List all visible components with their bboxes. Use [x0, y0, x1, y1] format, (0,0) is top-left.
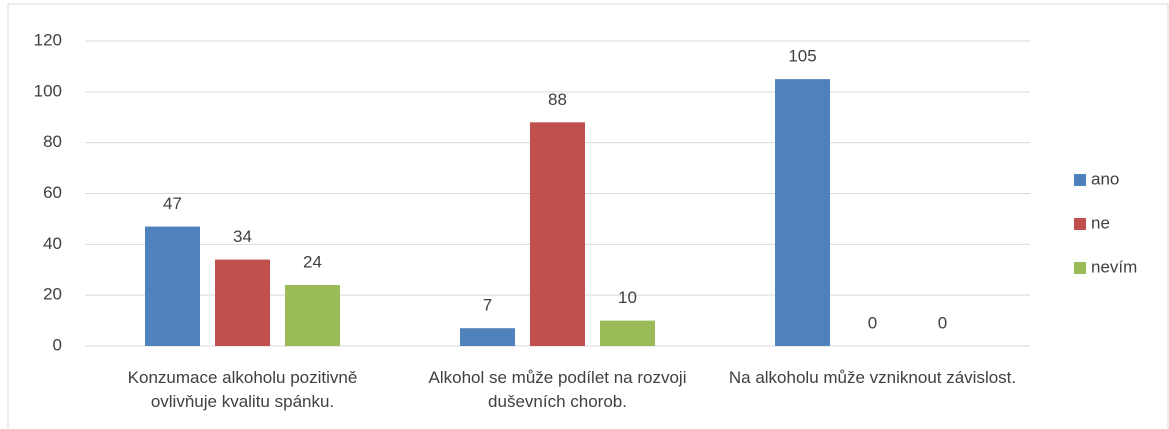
legend-label: nevím — [1091, 257, 1137, 276]
data-label: 0 — [868, 313, 877, 332]
x-tick-label: Konzumace alkoholu pozitivně ovlivňuje k… — [127, 368, 358, 411]
chart-border — [7, 3, 1169, 429]
data-label: 105 — [788, 47, 816, 66]
y-tick-label: 60 — [43, 183, 62, 202]
bar — [460, 328, 515, 346]
bar — [215, 259, 270, 346]
y-tick-label: 120 — [34, 30, 62, 49]
y-tick-label: 20 — [43, 285, 62, 304]
legend-swatch — [1074, 174, 1086, 186]
x-tick-label: Na alkoholu může vzniknout závislost. — [728, 368, 1017, 387]
bar — [600, 320, 655, 346]
bar — [775, 79, 830, 346]
legend-label: ne — [1091, 213, 1110, 232]
bar — [530, 122, 585, 346]
y-tick-label: 100 — [34, 81, 62, 100]
data-label: 0 — [938, 313, 947, 332]
x-tick-label: Alkohol se může podílet na rozvoji dušev… — [428, 368, 687, 411]
bar — [285, 285, 340, 346]
data-label: 88 — [548, 90, 567, 109]
data-label: 24 — [303, 252, 322, 271]
legend-swatch — [1074, 262, 1086, 274]
y-tick-label: 0 — [53, 335, 62, 354]
bar — [145, 226, 200, 346]
legend-swatch — [1074, 218, 1086, 230]
data-label: 47 — [163, 194, 182, 213]
y-tick-label: 40 — [43, 234, 62, 253]
data-label: 7 — [483, 296, 492, 315]
y-tick-label: 80 — [43, 132, 62, 151]
legend-label: ano — [1091, 169, 1119, 188]
data-label: 34 — [233, 227, 252, 246]
data-label: 10 — [618, 288, 637, 307]
